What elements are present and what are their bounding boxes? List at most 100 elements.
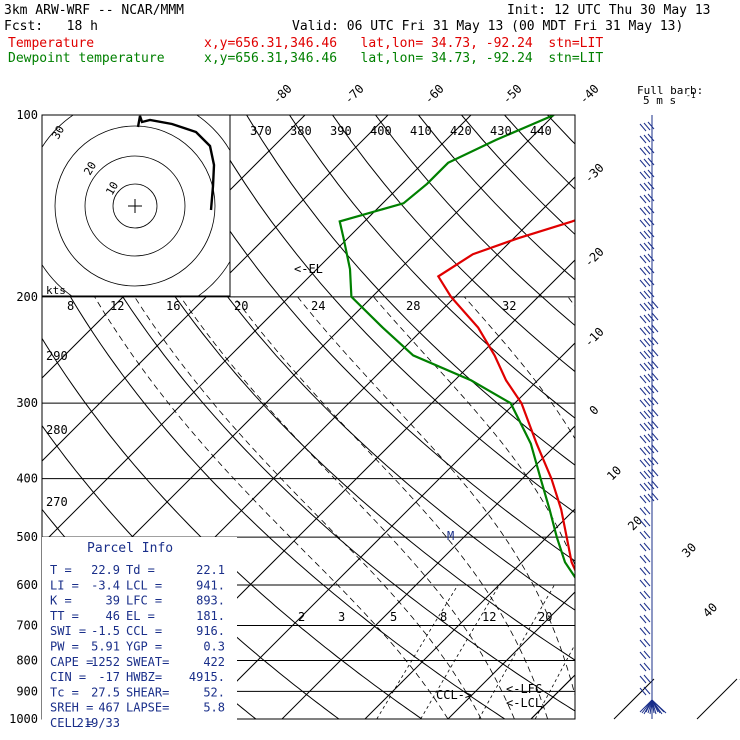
wind-barb-flag: [647, 349, 655, 358]
wind-barb-flag: [643, 638, 651, 647]
isotherm-line: [198, 342, 575, 719]
wind-barb-flag: [643, 470, 651, 479]
parcel-info-cell: YGP =: [126, 640, 162, 654]
pressure-tick-label: 600: [16, 578, 38, 592]
parcel-info-title: Parcel Info: [87, 541, 173, 556]
theta-label: 390: [330, 124, 352, 138]
pressure-tick-label: 200: [16, 290, 38, 304]
parcel-info-cell: 4915.: [189, 670, 225, 684]
wind-barb-flag: [643, 278, 651, 287]
wind-barb-flag: [651, 300, 659, 309]
pressure-tick-label: 100: [16, 108, 38, 122]
plot-border: [41, 114, 576, 720]
wind-barb-flag: [643, 626, 651, 635]
hodograph-trace: [136, 115, 216, 211]
wind-barb-flag: [651, 480, 659, 489]
parcel-info-cell: 22.9: [91, 563, 120, 577]
wind-barb-flag: [639, 183, 647, 192]
moist-adiabat: [134, 296, 482, 719]
wind-barb-flag: [639, 423, 647, 432]
wind-barb-flag: [647, 493, 655, 502]
wind-barb-flag: [651, 432, 659, 441]
pressure-tick-label: 900: [16, 684, 38, 698]
wind-barb-flag: [639, 471, 647, 480]
wind-barb-flag: [639, 123, 647, 132]
wind-barb-flag: [639, 243, 647, 252]
wind-barb-flag: [643, 374, 651, 383]
isotherm-line: [697, 115, 740, 719]
wind-barb-flag: [647, 409, 655, 418]
wind-barb-flag: [643, 410, 651, 419]
wind-barbs: [639, 115, 667, 719]
wind-barb-flag: [639, 303, 647, 312]
sounding-profiles: [338, 115, 575, 580]
parcel-info-cell: 916.: [196, 624, 225, 638]
wind-barb-flag: [647, 361, 655, 370]
wind-barb-flag: [639, 159, 647, 168]
wind-barb-flag: [647, 373, 655, 382]
pressure-tick-label: 700: [16, 618, 38, 632]
mixing-ratio-line: [420, 584, 500, 719]
hodograph-speed-tick: 16: [166, 299, 180, 313]
wind-barb-flag: [639, 339, 647, 348]
isotherm-label: 40: [700, 600, 720, 620]
moist-adiabat: [673, 297, 720, 719]
parcel-info-cell: CELL =: [50, 716, 93, 730]
wind-barb-flag: [639, 579, 647, 588]
wind-barb-flag: [651, 348, 659, 357]
wind-barb-flag: [647, 133, 655, 142]
wind-barb-flag: [643, 170, 651, 179]
wind-barb-flag: [651, 456, 659, 465]
wind-barb-flag: [647, 169, 655, 178]
wind-barb-flag: [639, 663, 647, 672]
wind-barb-flag: [647, 217, 655, 226]
parcel-info-cell: T =: [50, 563, 72, 577]
dry-adiabat: [461, 115, 575, 236]
parcel-info-cell: 22.1: [196, 563, 225, 577]
wind-barb-flag: [639, 555, 647, 564]
valid-time: Valid: 06 UTC Fri 31 May 13 (00 MDT Fri …: [292, 19, 684, 34]
wind-barb-flag: [647, 229, 655, 238]
wind-barb-flag: [643, 206, 651, 215]
wind-barb-flag: [643, 458, 651, 467]
wind-barb-flag: [639, 531, 647, 540]
wind-barb-flag: [651, 408, 659, 417]
wind-barb-flag: [643, 506, 651, 515]
dry-adiabat: [375, 115, 575, 327]
isotherm-label: -80: [270, 82, 295, 107]
dry-adiabat: [677, 115, 740, 719]
dry-adiabat: [720, 115, 740, 719]
dry-adiabat: [504, 115, 575, 190]
wind-barb-flag: [639, 543, 647, 552]
ccl-annotation: CCL->: [436, 688, 472, 702]
dewpoint-location-info: x,y=656.31,346.46 lat,lon= 34.73, -92.24…: [204, 51, 604, 66]
dry-adiabat: [418, 115, 575, 281]
parcel-info-cell: 27.5: [91, 685, 120, 699]
wind-barb-flag: [651, 324, 659, 333]
wind-barb-flag: [639, 315, 647, 324]
wind-barb-flag: [639, 291, 647, 300]
thermo-background: [42, 115, 740, 719]
parcel-info-cell: CCL =: [126, 624, 162, 638]
isotherm-label: -70: [342, 82, 367, 107]
wind-barb-flag: [639, 219, 647, 228]
wind-barb-flag: [643, 314, 651, 323]
hodograph-ring-label: 20: [81, 160, 99, 178]
parcel-info-cell: 52.: [203, 685, 225, 699]
wind-barb-flag: [639, 195, 647, 204]
wind-barb-flag: [647, 313, 655, 322]
wind-barb-flag: [639, 567, 647, 576]
wind-barb-flag: [639, 591, 647, 600]
isotherm-label: -40: [577, 82, 602, 107]
barb-legend-line2: 5 m s: [643, 94, 676, 107]
mixing-ratio-label: 20: [538, 610, 552, 624]
mixing-ratio-line: [534, 643, 575, 719]
parcel-info-cell: Tc =: [50, 685, 79, 699]
wind-barb-flag: [651, 468, 659, 477]
hodograph-speed-tick: 12: [110, 299, 124, 313]
dry-adiabat: [591, 115, 740, 719]
dry-adiabat: [332, 115, 575, 373]
theta-label-left: 280: [46, 423, 68, 437]
